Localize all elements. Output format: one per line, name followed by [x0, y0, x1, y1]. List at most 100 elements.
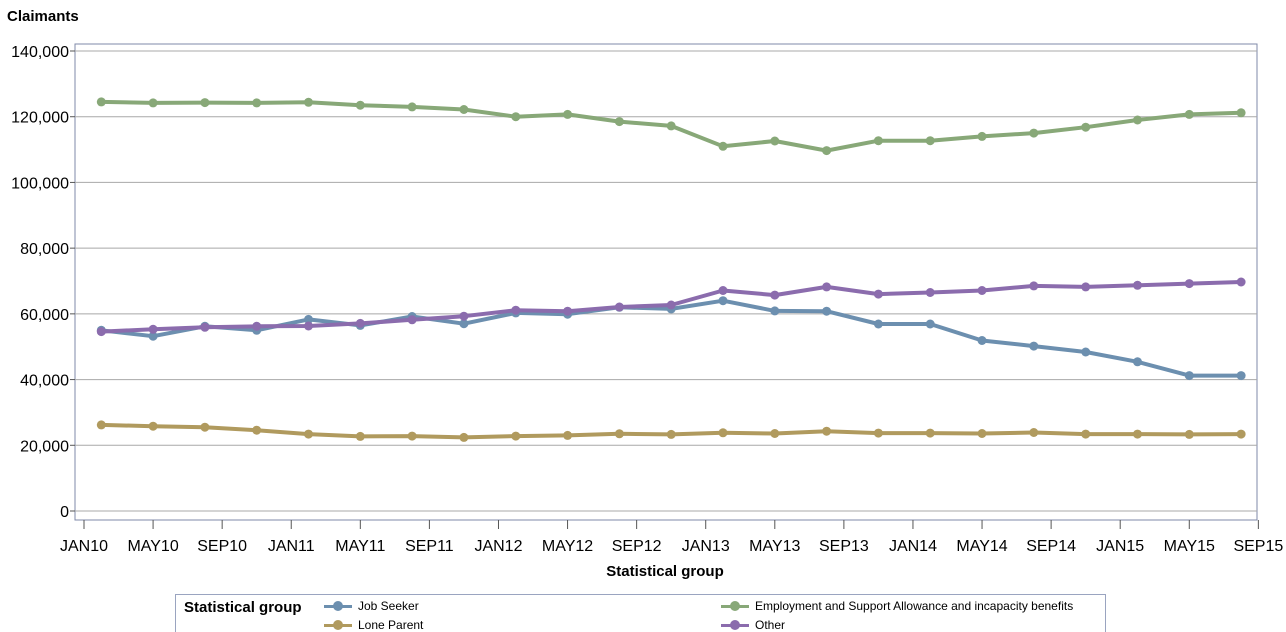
- data-point: [718, 296, 728, 306]
- data-point: [1236, 277, 1246, 287]
- x-tick-label: SEP14: [1026, 538, 1076, 555]
- data-point: [148, 331, 158, 341]
- legend-label-job-seeker: Job Seeker: [358, 599, 419, 613]
- data-point: [563, 109, 573, 119]
- data-point: [614, 117, 624, 127]
- data-point: [977, 429, 987, 438]
- x-tick-label: JAN15: [1096, 538, 1144, 555]
- data-point: [407, 315, 417, 325]
- data-point: [355, 318, 365, 328]
- x-tick-label: MAY15: [1164, 538, 1215, 555]
- legend-item-esa: Employment and Support Allowance and inc…: [721, 599, 1073, 613]
- x-tick-label: SEP13: [819, 538, 869, 555]
- data-point: [459, 432, 469, 442]
- x-axis-label: Statistical group: [606, 563, 724, 580]
- data-point: [252, 425, 262, 435]
- data-point: [873, 319, 883, 329]
- data-point: [304, 314, 313, 324]
- y-tick-label: 40,000: [20, 373, 69, 390]
- data-point: [459, 319, 469, 329]
- data-point: [666, 121, 676, 131]
- data-point: [252, 98, 262, 108]
- data-point: [1133, 429, 1142, 439]
- data-point: [252, 321, 262, 331]
- data-point: [770, 429, 780, 438]
- data-point: [355, 431, 365, 441]
- data-point: [148, 324, 158, 334]
- data-point: [1133, 115, 1142, 125]
- data-point: [1184, 109, 1194, 119]
- data-point: [614, 302, 624, 312]
- y-tick-label: 60,000: [20, 307, 69, 324]
- data-point: [977, 286, 987, 295]
- data-point: [770, 290, 780, 300]
- data-point: [200, 422, 210, 432]
- data-point: [1029, 428, 1039, 437]
- data-point: [148, 98, 158, 108]
- legend-title: Statistical group: [184, 599, 302, 616]
- x-tick-label: JAN10: [60, 538, 108, 555]
- data-point: [459, 311, 469, 321]
- y-tick-label: 80,000: [20, 241, 69, 258]
- data-point: [1081, 429, 1091, 439]
- data-point: [977, 336, 987, 345]
- legend-item-job-seeker: Job Seeker: [324, 599, 419, 613]
- data-point: [925, 319, 935, 329]
- data-point: [1133, 357, 1142, 367]
- data-point: [1081, 122, 1091, 132]
- data-point: [1184, 371, 1194, 381]
- data-point: [718, 286, 728, 295]
- data-point: [563, 430, 573, 440]
- data-point: [1236, 108, 1246, 118]
- plot-frame: [74, 43, 1258, 521]
- data-point: [873, 428, 883, 438]
- data-point: [96, 327, 106, 337]
- data-point: [407, 431, 417, 441]
- x-tick-label: JAN14: [889, 538, 937, 555]
- legend-swatch-other: [721, 620, 749, 630]
- legend-label-other: Other: [755, 618, 786, 632]
- x-tick-label: MAY14: [956, 538, 1007, 555]
- x-tick-label: SEP11: [405, 538, 454, 555]
- data-point: [511, 112, 521, 122]
- data-point: [822, 426, 832, 436]
- data-point: [822, 282, 832, 292]
- x-tick-label: MAY11: [335, 538, 385, 555]
- data-point: [1236, 371, 1246, 381]
- y-tick-label: 140,000: [11, 44, 69, 61]
- data-point: [873, 289, 883, 299]
- data-point: [304, 429, 313, 439]
- y-axis-label: Claimants: [7, 8, 79, 25]
- data-point: [304, 97, 313, 107]
- data-point: [1081, 282, 1091, 292]
- data-point: [96, 420, 106, 430]
- data-point: [511, 305, 521, 315]
- data-point: [614, 429, 624, 439]
- x-tick-label: MAY12: [542, 538, 593, 555]
- y-tick-label: 0: [60, 504, 69, 521]
- data-point: [511, 431, 521, 441]
- data-point: [666, 300, 676, 310]
- legend-item-lone-parent: Lone Parent: [324, 618, 423, 632]
- data-point: [355, 100, 365, 110]
- legend-swatch-lone-parent: [324, 620, 352, 630]
- data-point: [1133, 280, 1142, 290]
- legend-label-lone-parent: Lone Parent: [358, 618, 424, 632]
- data-point: [96, 97, 106, 107]
- x-tick-label: JAN13: [682, 538, 730, 555]
- x-tick-label: SEP10: [197, 538, 247, 555]
- legend-item-other: Other: [721, 618, 785, 632]
- data-point: [925, 428, 935, 438]
- data-point: [1029, 341, 1039, 351]
- x-tick-label: SEP15: [1233, 538, 1283, 555]
- x-tick-label: MAY10: [127, 538, 178, 555]
- x-tick-label: MAY13: [749, 538, 800, 555]
- legend: Statistical group Job Seeker Employment …: [175, 594, 1106, 632]
- y-tick-label: 20,000: [20, 438, 69, 455]
- data-point: [1184, 279, 1194, 289]
- data-point: [1236, 429, 1246, 439]
- data-point: [1029, 281, 1039, 291]
- data-point: [925, 288, 935, 297]
- data-point: [459, 105, 469, 114]
